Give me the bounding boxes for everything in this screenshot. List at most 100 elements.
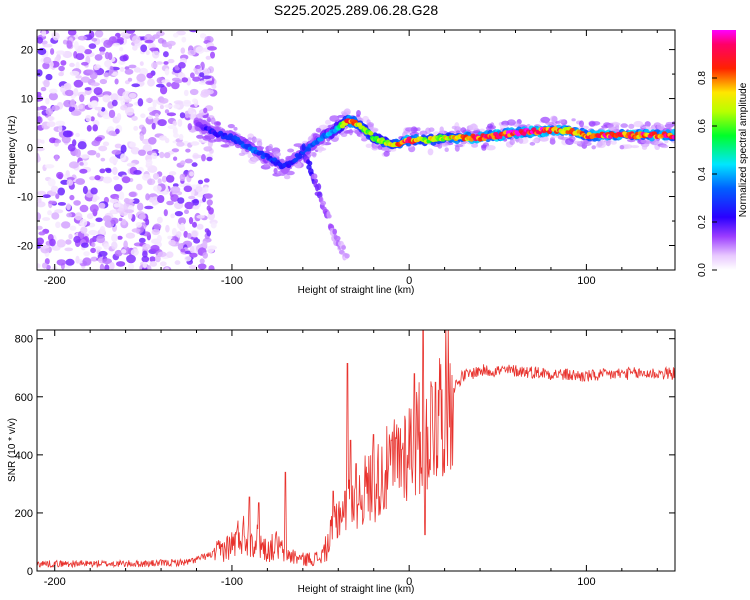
heatmap-cell [160,85,168,95]
heatmap-cell [172,120,177,127]
heatmap-cell [142,243,151,250]
heatmap-cell [312,152,317,158]
heatmap-cell [87,150,97,156]
heatmap-cell [163,61,169,65]
heatmap-cell [287,148,295,153]
heatmap-cell [164,104,173,108]
heatmap-cell [192,76,201,82]
colorbar-label: Normalized spectral amplitude [738,82,749,217]
heatmap-cell [83,251,90,257]
heatmap-cell [166,82,172,87]
spectrogram-frame [36,29,676,271]
heatmap-cell [57,202,66,206]
heatmap-cell [49,88,58,94]
heatmap-cell [90,256,98,262]
heatmap-cell [172,32,179,38]
heatmap-cell [138,149,146,156]
heatmap-cell [37,190,47,196]
heatmap-cell [60,60,67,66]
heatmap-cell [180,160,186,166]
heatmap-cell [37,263,41,269]
heatmap-cell [114,249,123,257]
heatmap-cell [81,242,89,248]
heatmap-cell [109,65,114,74]
heatmap-cell [348,128,353,136]
heatmap-cell [103,72,110,78]
heatmap-cell [206,116,211,123]
heatmap-cell [56,259,67,266]
heatmap-cell [192,154,203,159]
heatmap-cell [130,248,139,256]
colorbar: 0.0 0.2 0.4 0.6 0.8 Normalized spectral ampl… [697,30,749,277]
heatmap-cell [79,218,88,227]
heatmap-cell [79,204,89,213]
heatmap-cell [75,75,82,79]
heatmap-cell [204,193,214,199]
heatmap-cell [147,115,153,120]
heatmap-cell [485,145,496,151]
heatmap-cell [215,121,221,126]
heatmap-cell [195,64,201,70]
heatmap-cell [157,119,167,127]
heatmap-cell [66,203,71,211]
heatmap-cell [340,132,348,137]
heatmap-cell [383,150,390,157]
y-tick-label: -20 [17,241,33,253]
heatmap-cell [195,186,203,193]
heatmap-cell [111,71,119,76]
heatmap-cell [95,152,101,158]
heatmap-cell [601,125,609,129]
heatmap-cell [164,68,170,76]
colorbar-tick-label: 0.0 [697,263,708,277]
heatmap-cell [114,128,120,135]
heatmap-cell [47,210,53,216]
heatmap-cell [227,124,235,129]
heatmap-cell [131,83,140,88]
heatmap-cell [272,151,281,158]
heatmap-cell [139,61,144,66]
heatmap-cell [88,43,97,49]
heatmap-cell [70,99,76,108]
heatmap-cell [45,73,53,81]
heatmap-cell [109,262,115,270]
heatmap-cell [110,93,119,102]
heatmap-cell [37,47,47,56]
heatmap-cell [56,171,64,179]
heatmap-cell [179,112,186,119]
heatmap-cell [161,175,168,183]
heatmap-cell [37,143,41,147]
heatmap-cell [144,39,154,44]
heatmap-cell [506,119,516,126]
heatmap-cell [145,159,153,167]
heatmap-cell [102,114,112,120]
snr-frame [36,329,676,572]
heatmap-cell [419,130,428,136]
heatmap-cell [89,176,96,181]
heatmap-cell [130,147,140,155]
heatmap-cell [177,197,185,204]
heatmap-cell [247,152,252,159]
heatmap-cell [168,43,173,50]
heatmap-cell [151,228,160,236]
heatmap-cell [146,265,152,270]
heatmap-cell [168,171,177,176]
heatmap-cell [93,87,103,96]
heatmap-cell [157,195,165,203]
heatmap-cell [256,140,263,147]
heatmap-cell [117,235,123,240]
heatmap-cell [60,221,71,229]
heatmap-cell [152,173,160,180]
heatmap-cell [111,149,122,155]
heatmap-cell [47,116,55,121]
heatmap-cell [45,97,50,105]
heatmap-cell [197,179,204,185]
heatmap-cell [58,125,63,133]
heatmap-cell [69,194,75,201]
heatmap-cell [140,44,148,53]
heatmap-cell [42,194,51,199]
heatmap-cell [116,37,124,43]
heatmap-cell [123,197,130,204]
heatmap-cell [144,205,154,210]
heatmap-cell [128,191,137,197]
heatmap-cell [54,209,64,214]
